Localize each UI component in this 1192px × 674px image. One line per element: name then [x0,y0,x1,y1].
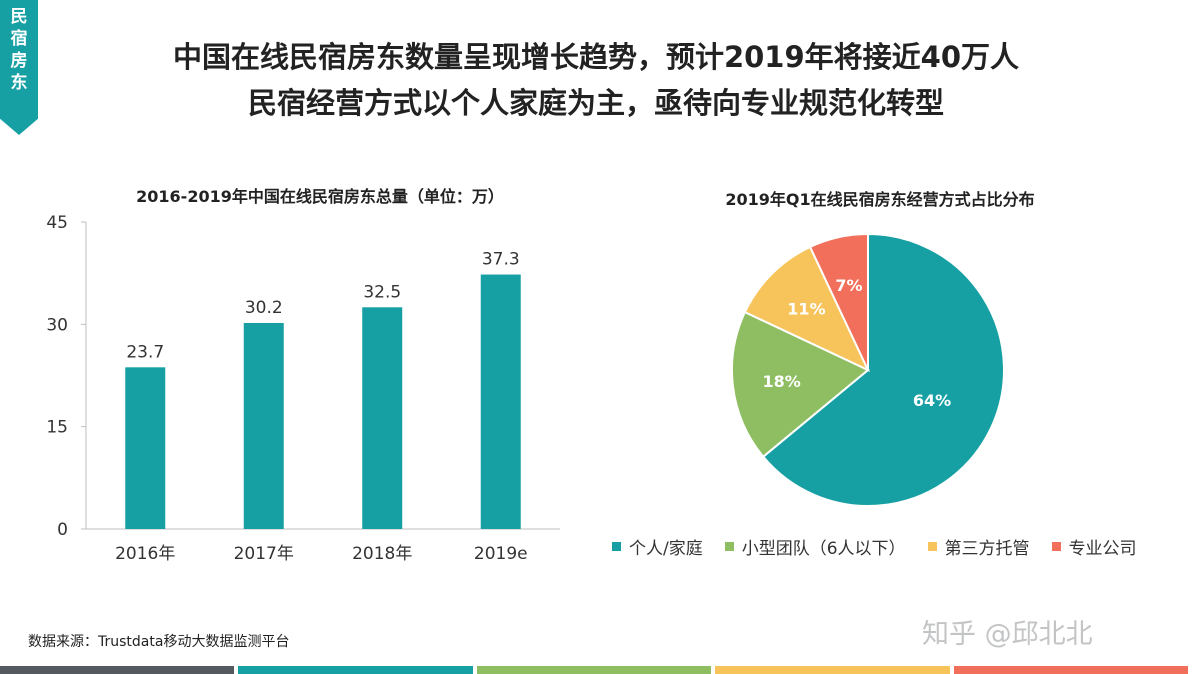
pie-chart: 64% 18% 11% 7% [731,232,1005,507]
legend-label: 小型团队（6人以下） [741,539,906,559]
bar [362,307,403,529]
pie-slice [743,245,871,373]
bottom-bar-segment-yellow [715,666,950,674]
bar [243,322,284,529]
x-tick-label: 2019e [474,544,528,564]
legend-swatch [927,542,937,551]
x-tick-label: 2016年 [115,544,175,564]
bar-chart-title: 2016-2019年中国在线民宿房东总量（单位：万） [136,187,504,206]
legend-item: 第三方托管 [927,534,1030,559]
pie-slice-label: 64% [913,391,951,410]
bar [125,367,166,529]
headline-line-1: 中国在线民宿房东数量呈现增长趋势，预计2019年将接近40万人 [172,40,1020,74]
bar-chart: 0 15 30 45 23.7 2016年 30.2 2017年 32.5 2018年 37.3 20… [46,213,560,564]
section-tag-label: 民 宿 房 东 [10,7,28,93]
pie-slice-label: 7% [835,276,862,295]
bottom-bar-segment-teal [238,666,473,674]
pie-slice-label: 18% [762,372,800,391]
legend-swatch [724,542,734,551]
bar [480,274,521,529]
legend-label: 个人/家庭 [629,539,703,559]
pie-legend: 个人/家庭 小型团队（6人以下） 第三方托管 专业公司 [612,534,1159,559]
x-tick-label: 2017年 [234,544,294,564]
bottom-bar-segment-gray [0,666,235,674]
headline-line-2: 民宿经营方式以个人家庭为主，亟待向专业规范化转型 [247,86,944,120]
bottom-bar-segment-green [476,666,712,674]
x-tick-label: 2018年 [352,544,412,564]
legend-label: 专业公司 [1068,539,1137,559]
bar-value-label: 30.2 [245,298,283,318]
section-tag [0,0,38,135]
bottom-bar-segment-red [953,666,1189,674]
bar-value-label: 32.5 [363,282,401,302]
watermark: 知乎 @邱北北 [922,619,1093,650]
y-tick-label: 30 [46,315,68,335]
y-tick-label: 0 [57,520,68,540]
legend-item: 个人/家庭 [612,534,703,559]
pie-chart-title: 2019年Q1在线民宿房东经营方式占比分布 [725,190,1035,209]
legend-item: 专业公司 [1051,534,1137,559]
pie-slice [761,232,1005,507]
pie-slice [808,232,869,371]
y-tick-label: 45 [46,213,68,233]
pie-slice-label: 11% [787,299,825,318]
legend-item: 小型团队（6人以下） [724,534,906,559]
legend-swatch [1051,542,1061,551]
bottom-color-bar [0,666,1192,674]
bar-value-label: 37.3 [482,250,520,270]
data-source: 数据来源：Trustdata移动大数据监测平台 [28,634,290,650]
legend-swatch [612,542,621,551]
pie-slice [731,310,870,459]
legend-label: 第三方托管 [944,539,1030,559]
bar-value-label: 23.7 [126,342,164,362]
y-tick-label: 15 [46,418,68,438]
